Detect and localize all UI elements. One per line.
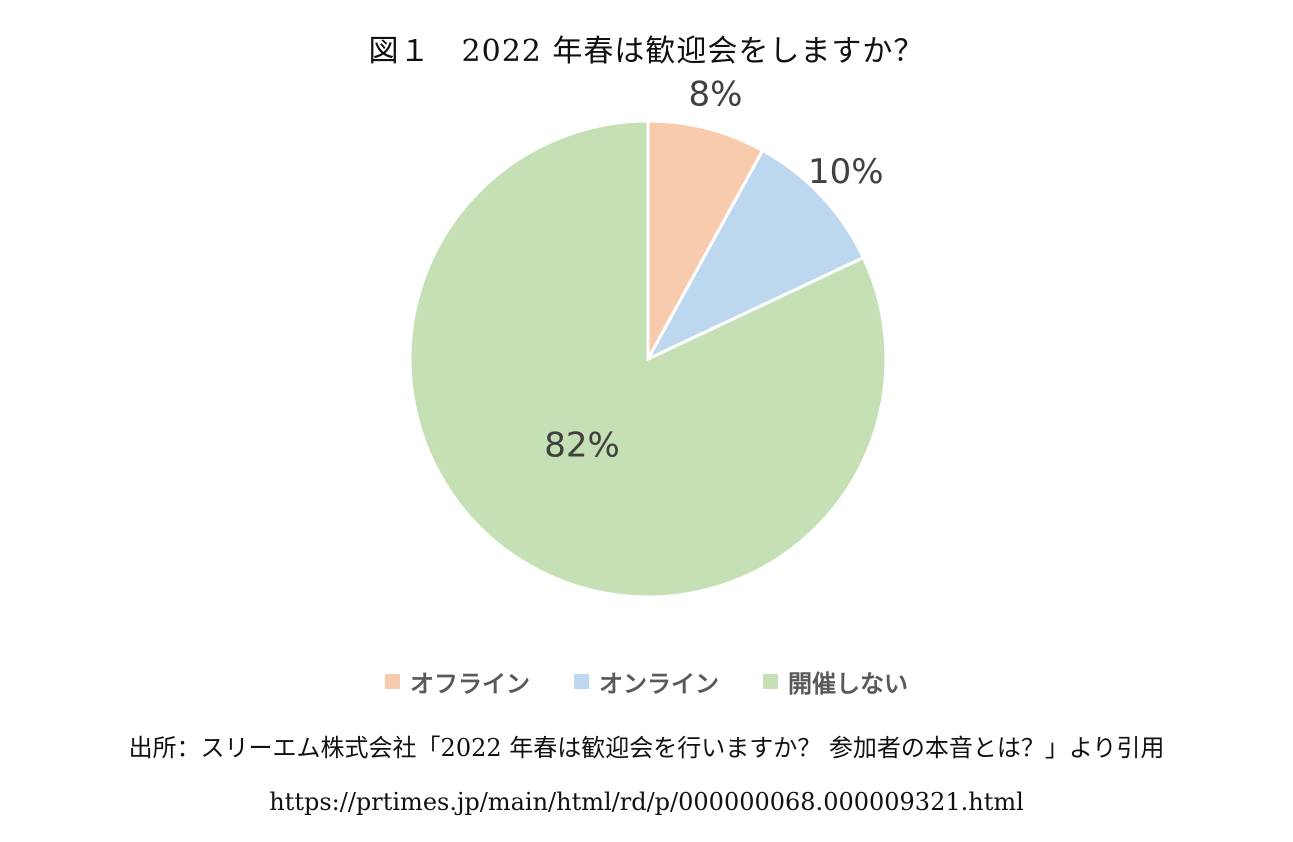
source-note: 出所：スリーエム株式会社「2022 年春は歓迎会を行いますか？ 参加者の本音とは… [128,734,1165,762]
legend: オフライン オンライン 開催しない [0,664,1293,699]
pie-slice-online [644,148,866,363]
data-label-online: 10% [808,152,884,192]
data-label-none: 82% [544,426,620,466]
pie-slice-offline [646,119,765,360]
data-label-offline: 8% [688,75,742,115]
legend-item-online: オンライン [574,664,719,699]
legend-item-none: 開催しない [763,664,908,699]
legend-item-offline: オフライン [385,664,530,699]
legend-label-offline: オフライン [410,670,530,698]
chart-title: 図１ 2022 年春は歓迎会をしますか？ [368,34,925,69]
pie-slice-none [408,119,888,599]
legend-swatch-offline [385,674,400,689]
legend-label-online: オンライン [599,670,719,698]
legend-swatch-none [763,674,778,689]
source-url: https://prtimes.jp/main/html/rd/p/000000… [269,788,1024,816]
legend-label-none: 開催しない [788,670,908,698]
legend-swatch-online [574,674,589,689]
